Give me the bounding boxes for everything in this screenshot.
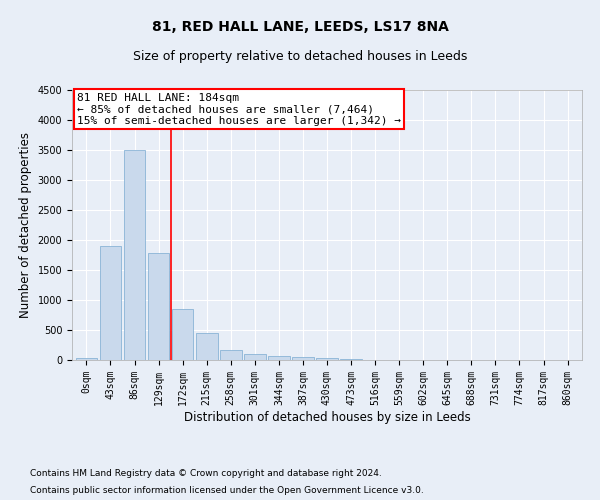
Bar [172,309,193,360]
Bar [316,358,338,360]
Bar [268,356,290,360]
Y-axis label: Number of detached properties: Number of detached properties [19,132,32,318]
Bar [148,253,169,360]
Bar [244,354,266,360]
Bar [124,150,145,360]
Bar [76,358,97,360]
X-axis label: Distribution of detached houses by size in Leeds: Distribution of detached houses by size … [184,410,470,424]
Text: Size of property relative to detached houses in Leeds: Size of property relative to detached ho… [133,50,467,63]
Bar [100,246,121,360]
Text: 81 RED HALL LANE: 184sqm
← 85% of detached houses are smaller (7,464)
15% of sem: 81 RED HALL LANE: 184sqm ← 85% of detach… [77,92,401,126]
Bar [340,359,362,360]
Bar [196,333,218,360]
Bar [292,357,314,360]
Text: 81, RED HALL LANE, LEEDS, LS17 8NA: 81, RED HALL LANE, LEEDS, LS17 8NA [152,20,448,34]
Bar [220,350,242,360]
Text: Contains HM Land Registry data © Crown copyright and database right 2024.: Contains HM Land Registry data © Crown c… [30,468,382,477]
Text: Contains public sector information licensed under the Open Government Licence v3: Contains public sector information licen… [30,486,424,495]
